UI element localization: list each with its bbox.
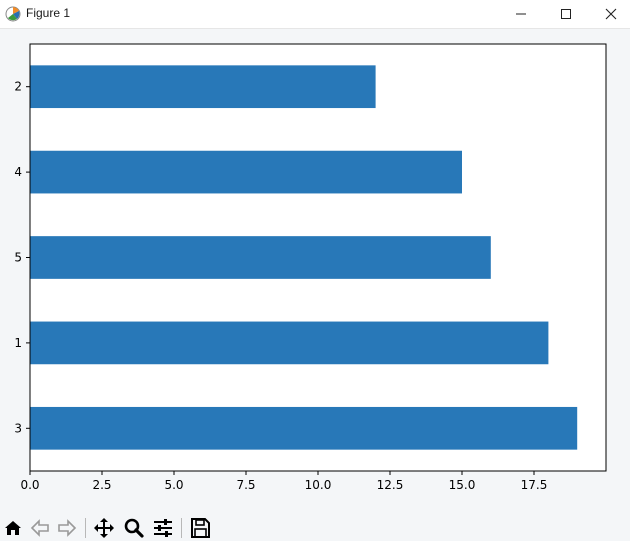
ytick-label: 2 — [14, 80, 22, 94]
xtick-label: 12.5 — [377, 478, 404, 492]
xtick-label: 7.5 — [236, 478, 255, 492]
figure-canvas[interactable]: 2 4 5 1 3 0.0 2.5 5.0 7.5 10.0 12.5 15.0 17.5 — [0, 29, 630, 509]
back-button[interactable] — [27, 515, 53, 541]
pan-icon — [94, 518, 114, 538]
forward-button[interactable] — [54, 515, 80, 541]
pan-button[interactable] — [91, 515, 117, 541]
ytick-label: 1 — [14, 336, 22, 350]
close-icon — [605, 8, 617, 20]
title-bar: Figure 1 — [0, 0, 630, 29]
xtick-label: 2.5 — [92, 478, 111, 492]
forward-icon — [58, 519, 77, 537]
minimize-icon — [516, 13, 526, 15]
ytick-label: 5 — [14, 251, 22, 265]
axes-frame — [29, 43, 607, 472]
maximize-button[interactable] — [543, 0, 589, 28]
zoom-icon — [124, 518, 144, 538]
toolbar-separator — [85, 518, 86, 538]
zoom-button[interactable] — [121, 515, 147, 541]
minimize-button[interactable] — [498, 0, 544, 28]
ytick-label: 3 — [14, 421, 22, 435]
window-title: Figure 1 — [26, 6, 71, 20]
bar-1 — [30, 321, 549, 365]
bar-2 — [30, 65, 376, 109]
toolbar-separator — [181, 518, 182, 538]
save-button[interactable] — [187, 515, 213, 541]
home-icon — [5, 521, 21, 535]
bar-4 — [30, 150, 462, 194]
xtick-label: 5.0 — [164, 478, 183, 492]
xtick-label: 0.0 — [20, 478, 39, 492]
xtick-label: 15.0 — [449, 478, 476, 492]
matplotlib-logo-icon — [5, 6, 21, 22]
home-button[interactable] — [0, 515, 26, 541]
configure-subplots-icon — [154, 519, 172, 537]
back-icon — [30, 519, 49, 537]
xtick-label: 10.0 — [305, 478, 332, 492]
xtick-label: 17.5 — [521, 478, 548, 492]
save-icon — [191, 518, 210, 538]
close-button[interactable] — [588, 0, 630, 28]
maximize-icon — [561, 9, 571, 19]
navigation-toolbar — [0, 513, 630, 541]
ytick-label: 4 — [14, 165, 22, 179]
bar-5 — [30, 236, 491, 279]
bar-chart: 2 4 5 1 3 0.0 2.5 5.0 7.5 10.0 12.5 15.0 17.5 — [14, 43, 607, 492]
bar-3 — [30, 406, 578, 450]
configure-subplots-button[interactable] — [150, 515, 176, 541]
